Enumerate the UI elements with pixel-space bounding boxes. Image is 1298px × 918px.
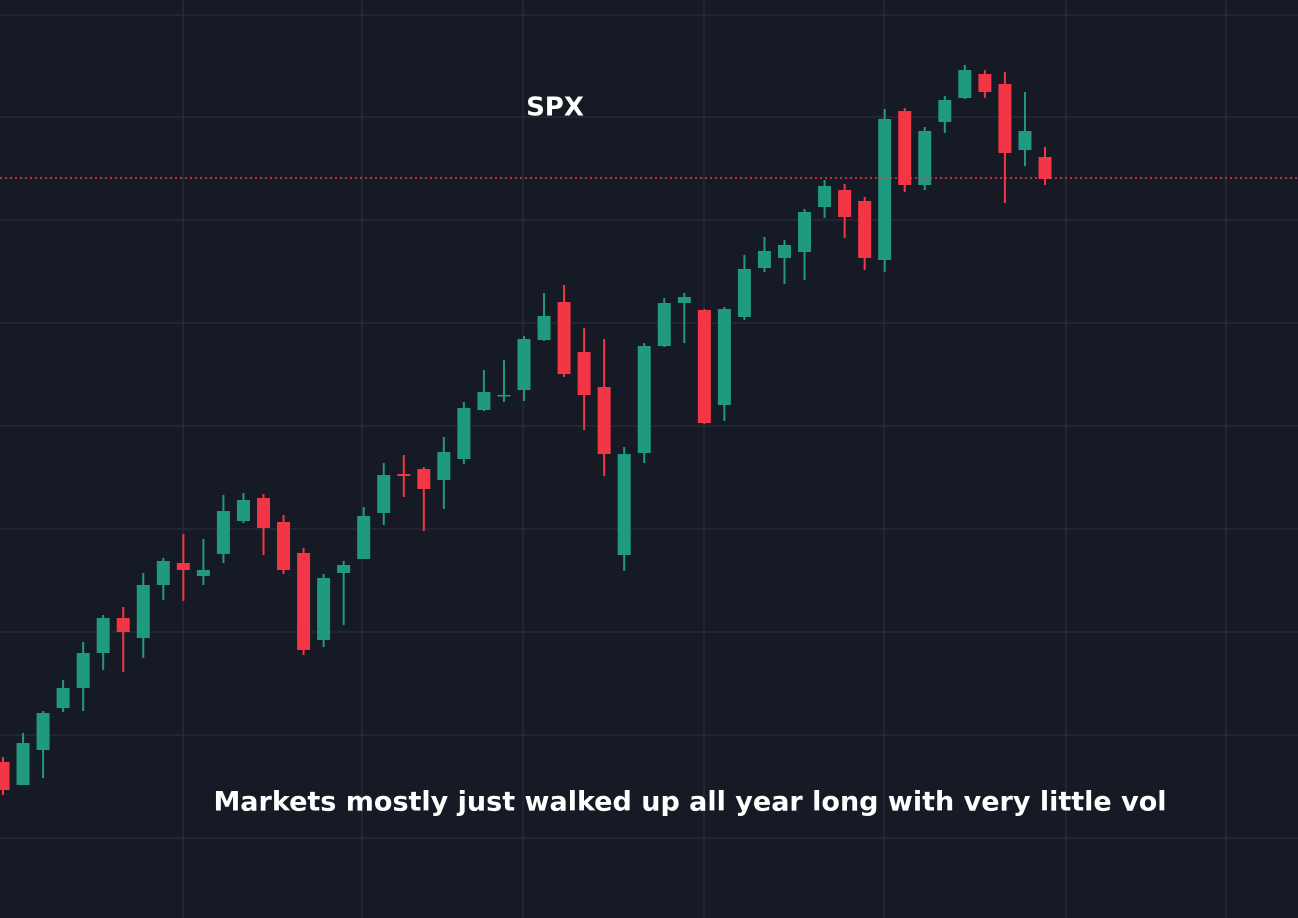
candle-body <box>978 74 992 92</box>
candle-body <box>517 339 531 390</box>
candle-body <box>637 346 651 453</box>
candle-body <box>437 452 451 480</box>
candle-body <box>858 201 872 258</box>
annotation: Markets mostly just walked up all year l… <box>213 787 1166 818</box>
candle-body <box>156 561 170 585</box>
candle-body <box>357 516 371 559</box>
chart-title: SPX <box>526 93 584 123</box>
candle-body <box>377 475 391 513</box>
candle-body <box>677 297 691 303</box>
candle-body <box>697 310 711 423</box>
candle-body <box>998 84 1012 153</box>
candle-body <box>0 762 10 790</box>
candle-body <box>818 186 832 207</box>
candle-body <box>737 269 751 317</box>
candle-body <box>778 245 791 258</box>
candle-body <box>277 522 291 570</box>
grid <box>0 14 1298 839</box>
candle-body <box>317 578 331 640</box>
plot <box>0 65 1298 795</box>
candle-body <box>878 119 892 260</box>
candle-body <box>958 70 972 98</box>
candle-body <box>196 570 210 576</box>
candle-body <box>477 392 491 410</box>
candle-body <box>577 352 591 395</box>
candle-body <box>36 713 50 750</box>
candle-body <box>457 408 471 459</box>
candle-body <box>136 585 150 638</box>
candle-body <box>16 743 30 785</box>
candle-body <box>557 302 571 374</box>
candle-body <box>56 688 70 708</box>
candle-body <box>176 563 190 570</box>
candle-body <box>798 212 812 252</box>
candle-body <box>96 618 110 653</box>
candle-body <box>938 100 952 122</box>
candle-body <box>537 316 551 340</box>
candle-body <box>757 251 771 268</box>
candle-body <box>497 395 511 397</box>
candle-body <box>297 553 311 650</box>
candle-body <box>1018 131 1032 150</box>
candle-body <box>918 131 932 185</box>
candle-body <box>898 111 912 185</box>
candle-body <box>337 565 351 573</box>
candle-body <box>717 309 731 405</box>
candle-body <box>257 498 270 528</box>
candle-body <box>838 190 852 217</box>
candle-body <box>216 511 230 554</box>
candle-body <box>76 653 90 688</box>
candle-body <box>597 387 611 454</box>
candle-body <box>116 618 130 632</box>
candle-body <box>417 469 431 489</box>
candle-body <box>397 474 411 476</box>
candle-body <box>657 303 671 346</box>
candle-body <box>1038 157 1052 179</box>
candle-body <box>236 500 250 521</box>
candle-body <box>617 454 631 555</box>
